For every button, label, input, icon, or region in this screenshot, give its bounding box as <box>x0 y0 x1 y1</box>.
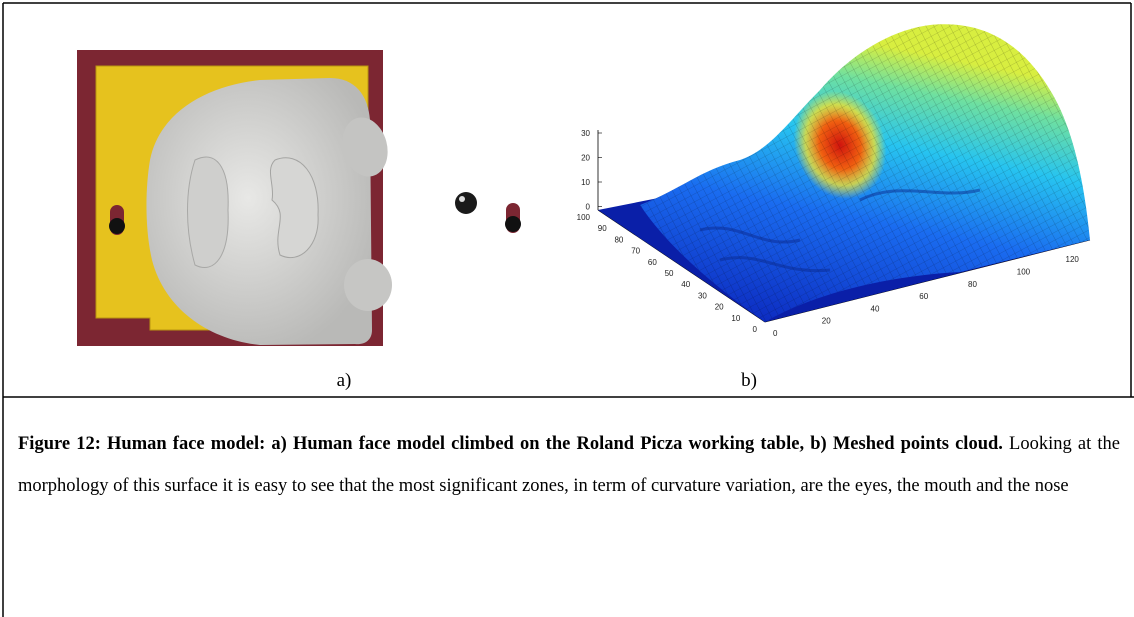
z-tick-label: 30 <box>581 129 590 138</box>
z-tick-label: 10 <box>581 178 590 187</box>
panel-a-label: a) <box>337 370 352 391</box>
x-tick-label: 20 <box>822 317 831 326</box>
y-tick-label: 30 <box>698 291 707 300</box>
surface-plot <box>597 24 1091 323</box>
y-tick-label: 50 <box>665 269 674 278</box>
photo <box>77 50 521 346</box>
y-tick-label: 40 <box>681 280 690 289</box>
caption-bold: Figure 12: Human face model: a) Human fa… <box>18 434 1003 454</box>
z-tick-label: 20 <box>581 154 590 163</box>
z-tick-label: 0 <box>586 203 591 212</box>
x-tick-label: 60 <box>919 292 928 301</box>
y-tick-label: 90 <box>598 224 607 233</box>
x-tick-label: 120 <box>1066 255 1080 264</box>
panel-b-label: b) <box>741 370 757 391</box>
x-tick-label: 80 <box>968 280 977 289</box>
y-tick-label: 60 <box>648 258 657 267</box>
y-tick-label: 0 <box>753 325 758 334</box>
y-tick-label: 70 <box>631 247 640 256</box>
x-tick-label: 0 <box>773 329 778 338</box>
y-tick-label: 10 <box>731 314 740 323</box>
y-tick-label: 20 <box>715 303 724 312</box>
y-tick-label: 80 <box>614 235 623 244</box>
caption-text: Looking at the morphology of this surfac… <box>18 434 1120 496</box>
y-tick-label: 100 <box>577 213 591 222</box>
x-tick-label: 40 <box>871 304 880 313</box>
x-tick-label: 100 <box>1017 268 1031 277</box>
caption: Figure 12: Human face model: a) Human fa… <box>18 424 1120 507</box>
